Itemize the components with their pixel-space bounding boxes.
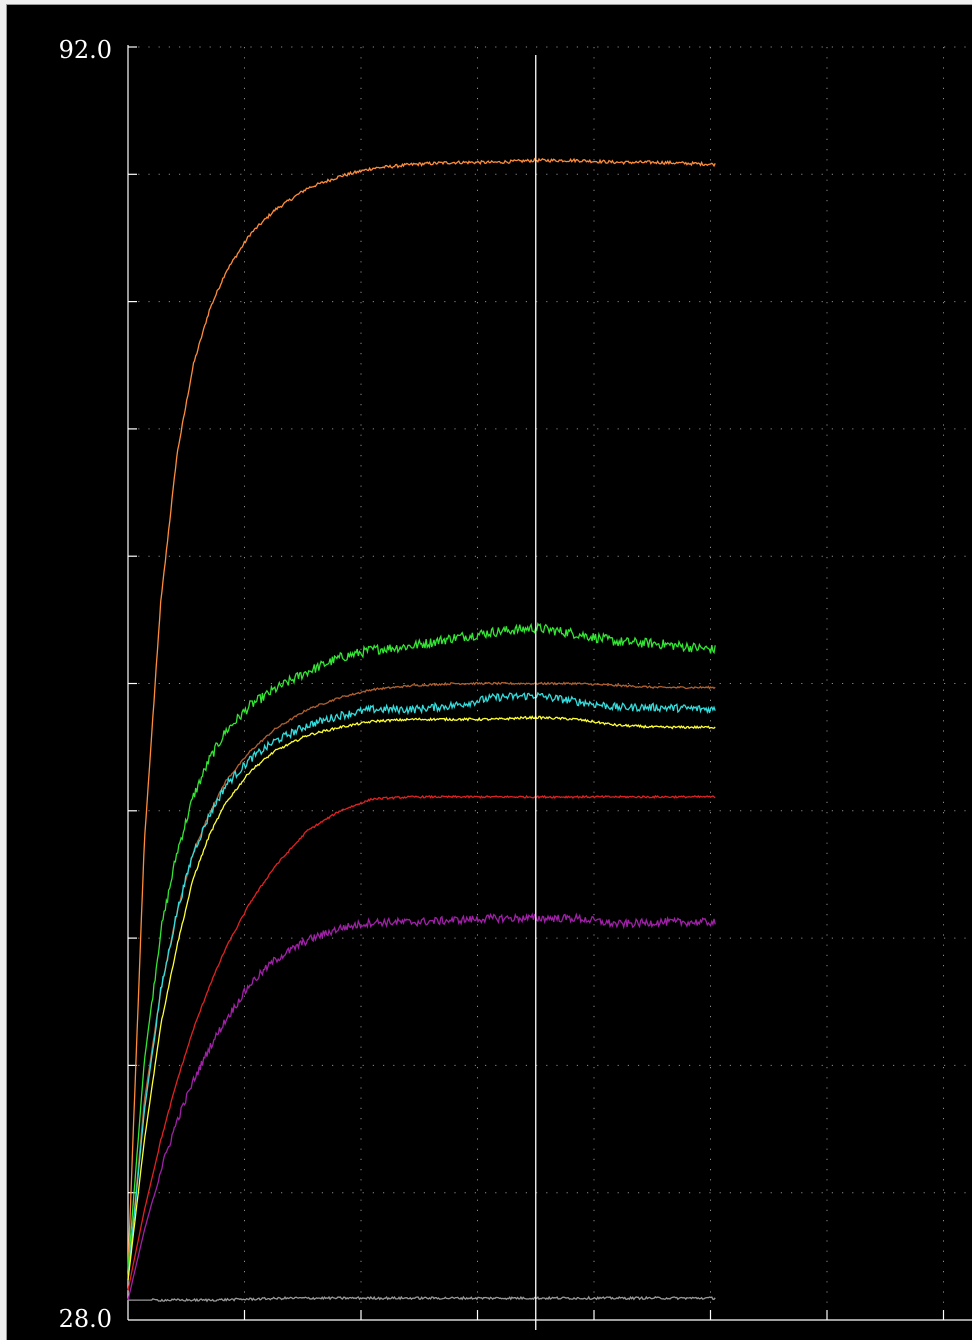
series-line-6 [127,794,716,1291]
axes [127,45,972,1321]
series-line-3 [127,681,716,1281]
y-min-label: 28.0 [59,1305,112,1333]
series-line-2 [127,622,716,1271]
ticks [128,46,945,1320]
series-line-8 [128,1295,716,1303]
series-line-5 [127,715,716,1281]
series-group [127,157,716,1303]
series-line-4 [127,691,716,1281]
y-max-label: 92.0 [59,36,112,64]
grid [128,46,972,1320]
series-line-1 [127,157,716,1271]
series-line-7 [127,912,716,1301]
